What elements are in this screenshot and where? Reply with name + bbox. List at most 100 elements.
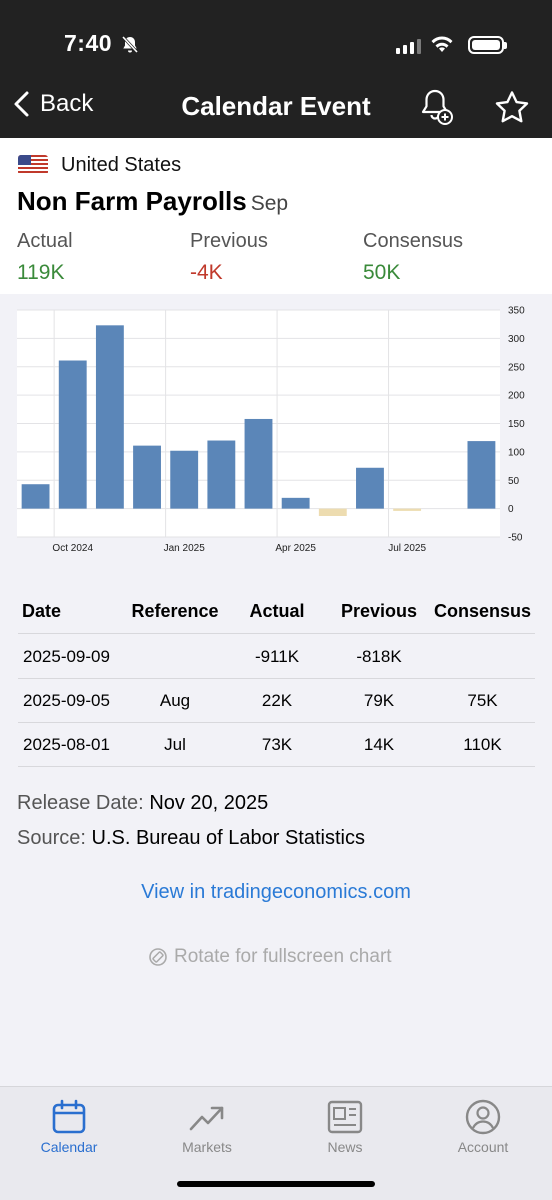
table-header-date: Date <box>22 601 62 621</box>
table-row: 2025-08-01 Jul 73K 14K 110K <box>18 723 535 767</box>
release-date-label: Release Date: <box>17 792 144 814</box>
chart-bar <box>21 484 50 509</box>
chart-bar <box>356 467 384 509</box>
chart-svg: 350 300 250 200 150 100 50 0 -50 Oct 2024 Jan 2025… <box>17 306 525 554</box>
stat-consensus: Consensus 50K <box>363 230 463 285</box>
stat-previous-value: -4K <box>190 261 223 284</box>
table-header-row: Date Reference Actual Previous Consensus <box>18 590 535 634</box>
cell-actual: -911K <box>254 646 300 666</box>
cell-actual: 73K <box>261 734 293 754</box>
tab-calendar[interactable]: Calendar <box>19 1099 119 1155</box>
chart-bar <box>244 418 273 509</box>
calendar-icon <box>52 1099 86 1134</box>
rotate-hint: Rotate for fullscreen chart <box>148 946 392 968</box>
table-header-reference: Reference <box>131 601 219 621</box>
tab-news[interactable]: News <box>295 1099 395 1155</box>
tab-account-label: Account <box>457 1139 509 1155</box>
event-period: Sep <box>250 192 289 215</box>
top-bar: 7:40 Back Calendar Event <box>0 0 552 138</box>
cell-consensus: 75K <box>467 690 498 710</box>
y-tick-label: -50 <box>508 533 523 544</box>
event-header: United States Non Farm Payrolls Sep Actua… <box>0 138 552 294</box>
stat-previous-label: Previous <box>190 230 268 252</box>
event-title: Non Farm Payrolls Sep <box>17 186 288 217</box>
y-tick-label: 200 <box>508 391 525 402</box>
bar-chart[interactable]: 350 300 250 200 150 100 50 0 -50 Oct 2024 Jan 2025… <box>0 294 552 570</box>
tab-markets-label: Markets <box>182 1139 232 1155</box>
table-header-consensus: Consensus <box>433 601 532 621</box>
y-tick-label: 150 <box>508 419 525 430</box>
rotate-icon <box>149 948 167 966</box>
table-header-actual: Actual <box>249 601 305 621</box>
cell-previous: -818K <box>356 646 402 666</box>
source-value: U.S. Bureau of Labor Statistics <box>91 827 365 849</box>
cellular-signal-icon <box>396 38 421 54</box>
star-favorite-icon[interactable] <box>494 90 530 124</box>
x-tick-label: Apr 2025 <box>275 543 316 554</box>
event-title-text: Non Farm Payrolls <box>17 186 247 216</box>
table-row: 2025-09-09 -911K -818K <box>18 635 535 679</box>
stat-actual-value: 119K <box>17 261 65 284</box>
x-tick-label: Jan 2025 <box>164 543 206 554</box>
cell-actual: 22K <box>261 690 293 710</box>
y-tick-label: 250 <box>508 362 525 373</box>
chevron-left-icon <box>14 91 29 117</box>
chart-bar <box>95 325 124 509</box>
rotate-hint-text: Rotate for fullscreen chart <box>174 946 392 967</box>
bell-add-alert-icon[interactable] <box>418 88 454 126</box>
y-tick-label: 300 <box>508 334 525 345</box>
cell-date: 2025-08-01 <box>23 734 110 754</box>
table-row: 2025-09-05 Aug 22K 79K 75K <box>18 679 535 723</box>
cell-reference: Aug <box>159 690 191 710</box>
chart-bar <box>281 497 310 509</box>
chart-bar <box>393 508 422 511</box>
release-date-value: Nov 20, 2025 <box>149 792 269 814</box>
tab-account[interactable]: Account <box>433 1099 533 1155</box>
home-indicator <box>177 1181 375 1187</box>
x-tick-label: Jul 2025 <box>388 543 426 554</box>
cell-reference: Jul <box>164 734 186 754</box>
cell-date: 2025-09-05 <box>23 690 110 710</box>
cell-previous: 14K <box>363 734 395 754</box>
history-section: Date Reference Actual Previous Consensus… <box>0 570 552 1086</box>
y-tick-label: 0 <box>508 504 514 515</box>
us-flag-icon <box>18 155 48 175</box>
country-name: United States <box>61 154 182 176</box>
chart-bar <box>207 440 236 509</box>
table-header-previous: Previous <box>340 601 418 621</box>
tradingeconomics-link[interactable]: View in tradingeconomics.com <box>141 881 411 903</box>
x-tick-label: Oct 2024 <box>52 543 93 554</box>
back-button[interactable]: Back <box>12 90 93 118</box>
tab-calendar-label: Calendar <box>40 1139 98 1155</box>
person-icon <box>465 1099 501 1135</box>
stat-consensus-value: 50K <box>363 261 401 284</box>
newspaper-icon <box>327 1100 363 1134</box>
trend-up-icon <box>189 1106 224 1131</box>
battery-icon <box>468 36 507 54</box>
chart-bar <box>133 445 161 509</box>
cell-previous: 79K <box>363 690 395 710</box>
chart-bar <box>467 441 496 509</box>
wifi-icon <box>431 36 453 52</box>
status-time: 7:40 <box>64 30 113 56</box>
source: Source: U.S. Bureau of Labor Statistics <box>17 827 365 850</box>
tab-news-label: News <box>327 1139 363 1155</box>
y-tick-label: 100 <box>508 447 525 458</box>
back-label: Back <box>40 90 94 117</box>
tab-markets[interactable]: Markets <box>157 1099 257 1155</box>
stat-actual-label: Actual <box>17 230 73 252</box>
cell-consensus: 110K <box>463 734 502 754</box>
chart-bar <box>58 360 87 509</box>
silent-mode-icon <box>121 35 139 54</box>
chart-bar <box>170 450 199 509</box>
y-tick-label: 50 <box>508 476 520 487</box>
stat-consensus-label: Consensus <box>363 230 464 252</box>
cell-date: 2025-09-09 <box>23 646 110 666</box>
y-tick-label: 350 <box>508 306 525 317</box>
page-title: Calendar Event <box>181 91 371 121</box>
source-label: Source: <box>17 827 86 849</box>
stat-previous: Previous -4K <box>190 230 268 285</box>
stat-actual: Actual 119K <box>17 230 73 285</box>
chart-bar <box>318 508 347 517</box>
release-date: Release Date: Nov 20, 2025 <box>17 792 268 815</box>
